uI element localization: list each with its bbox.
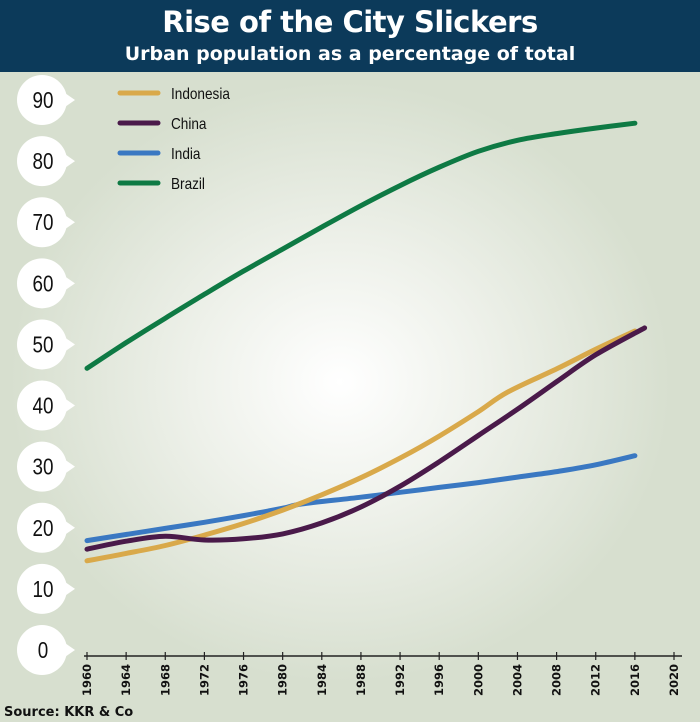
y-tick-pointer-70 bbox=[62, 213, 75, 232]
y-tick-pointer-40 bbox=[62, 396, 75, 415]
legend-label-indonesia: Indonesia bbox=[171, 86, 231, 103]
y-tick-pointer-20 bbox=[62, 518, 75, 537]
legend-label-india: India bbox=[171, 146, 201, 163]
x-tick-label-2020: 2020 bbox=[667, 664, 681, 696]
y-tick-bubble-40 bbox=[17, 380, 67, 431]
x-tick-label-1972: 1972 bbox=[197, 664, 211, 696]
y-tick-pointer-10 bbox=[62, 579, 75, 598]
y-tick-label-70: 70 bbox=[33, 211, 54, 236]
y-tick-bubble-60 bbox=[17, 258, 67, 309]
x-tick-label-1960: 1960 bbox=[80, 664, 94, 696]
y-tick-label-20: 20 bbox=[33, 516, 54, 541]
y-tick-label-80: 80 bbox=[33, 149, 54, 174]
x-tick-label-1976: 1976 bbox=[237, 664, 251, 696]
x-tick-label-1996: 1996 bbox=[432, 664, 446, 696]
y-tick-pointer-60 bbox=[62, 274, 75, 293]
y-tick-pointer-30 bbox=[62, 457, 75, 476]
y-tick-bubble-0 bbox=[17, 625, 67, 675]
x-tick-label-2004: 2004 bbox=[510, 664, 524, 696]
x-tick-label-2000: 2000 bbox=[471, 664, 485, 696]
y-tick-label-30: 30 bbox=[33, 455, 54, 480]
y-tick-label-90: 90 bbox=[33, 88, 54, 113]
line-chart: 0 10 20 30 40 50 60 70 80 90 1960 1964 1968 1972 1976 1… bbox=[17, 75, 682, 696]
series-line-china bbox=[84, 325, 648, 552]
x-tick-label-1992: 1992 bbox=[393, 664, 407, 696]
x-tick-label-1968: 1968 bbox=[158, 664, 172, 696]
y-tick-label-0: 0 bbox=[38, 638, 48, 663]
chart-header: Rise of the City Slickers Urban populati… bbox=[0, 0, 700, 72]
y-tick-label-40: 40 bbox=[33, 394, 54, 419]
y-tick-bubble-90 bbox=[17, 75, 67, 125]
legend-label-brazil: Brazil bbox=[171, 176, 205, 193]
x-tick-label-2012: 2012 bbox=[589, 664, 603, 696]
series-line-indonesia bbox=[84, 328, 638, 564]
y-tick-bubble-70 bbox=[17, 197, 67, 248]
series-line-india bbox=[84, 453, 638, 544]
y-tick-pointer-80 bbox=[62, 152, 75, 171]
y-tick-bubble-80 bbox=[17, 136, 67, 187]
x-tick-label-1980: 1980 bbox=[276, 664, 290, 696]
y-tick-pointer-90 bbox=[62, 91, 75, 109]
x-tick-label-1964: 1964 bbox=[119, 664, 133, 696]
x-tick-label-1988: 1988 bbox=[354, 664, 368, 696]
y-tick-bubble-30 bbox=[17, 441, 67, 492]
y-tick-bubble-20 bbox=[17, 502, 67, 553]
y-tick-bubble-10 bbox=[17, 563, 67, 614]
y-tick-label-50: 50 bbox=[33, 333, 54, 358]
y-tick-bubble-50 bbox=[17, 319, 67, 370]
x-tick-label-1984: 1984 bbox=[315, 664, 329, 696]
y-tick-pointer-50 bbox=[62, 335, 75, 354]
source-note: Source: KKR & Co bbox=[4, 705, 134, 720]
y-tick-label-10: 10 bbox=[33, 577, 54, 602]
y-tick-pointer-0 bbox=[62, 641, 75, 659]
legend-label-china: China bbox=[171, 116, 207, 133]
plot-area: 0 10 20 30 40 50 60 70 80 90 1960 1964 1968 1972 1976 1… bbox=[0, 72, 700, 722]
y-tick-label-60: 60 bbox=[33, 272, 54, 297]
chart-subtitle: Urban population as a percentage of tota… bbox=[124, 43, 576, 65]
series-line-brazil bbox=[84, 120, 638, 371]
chart-title: Rise of the City Slickers bbox=[162, 5, 538, 39]
x-tick-label-2008: 2008 bbox=[550, 664, 564, 696]
x-tick-label-2016: 2016 bbox=[628, 664, 642, 696]
